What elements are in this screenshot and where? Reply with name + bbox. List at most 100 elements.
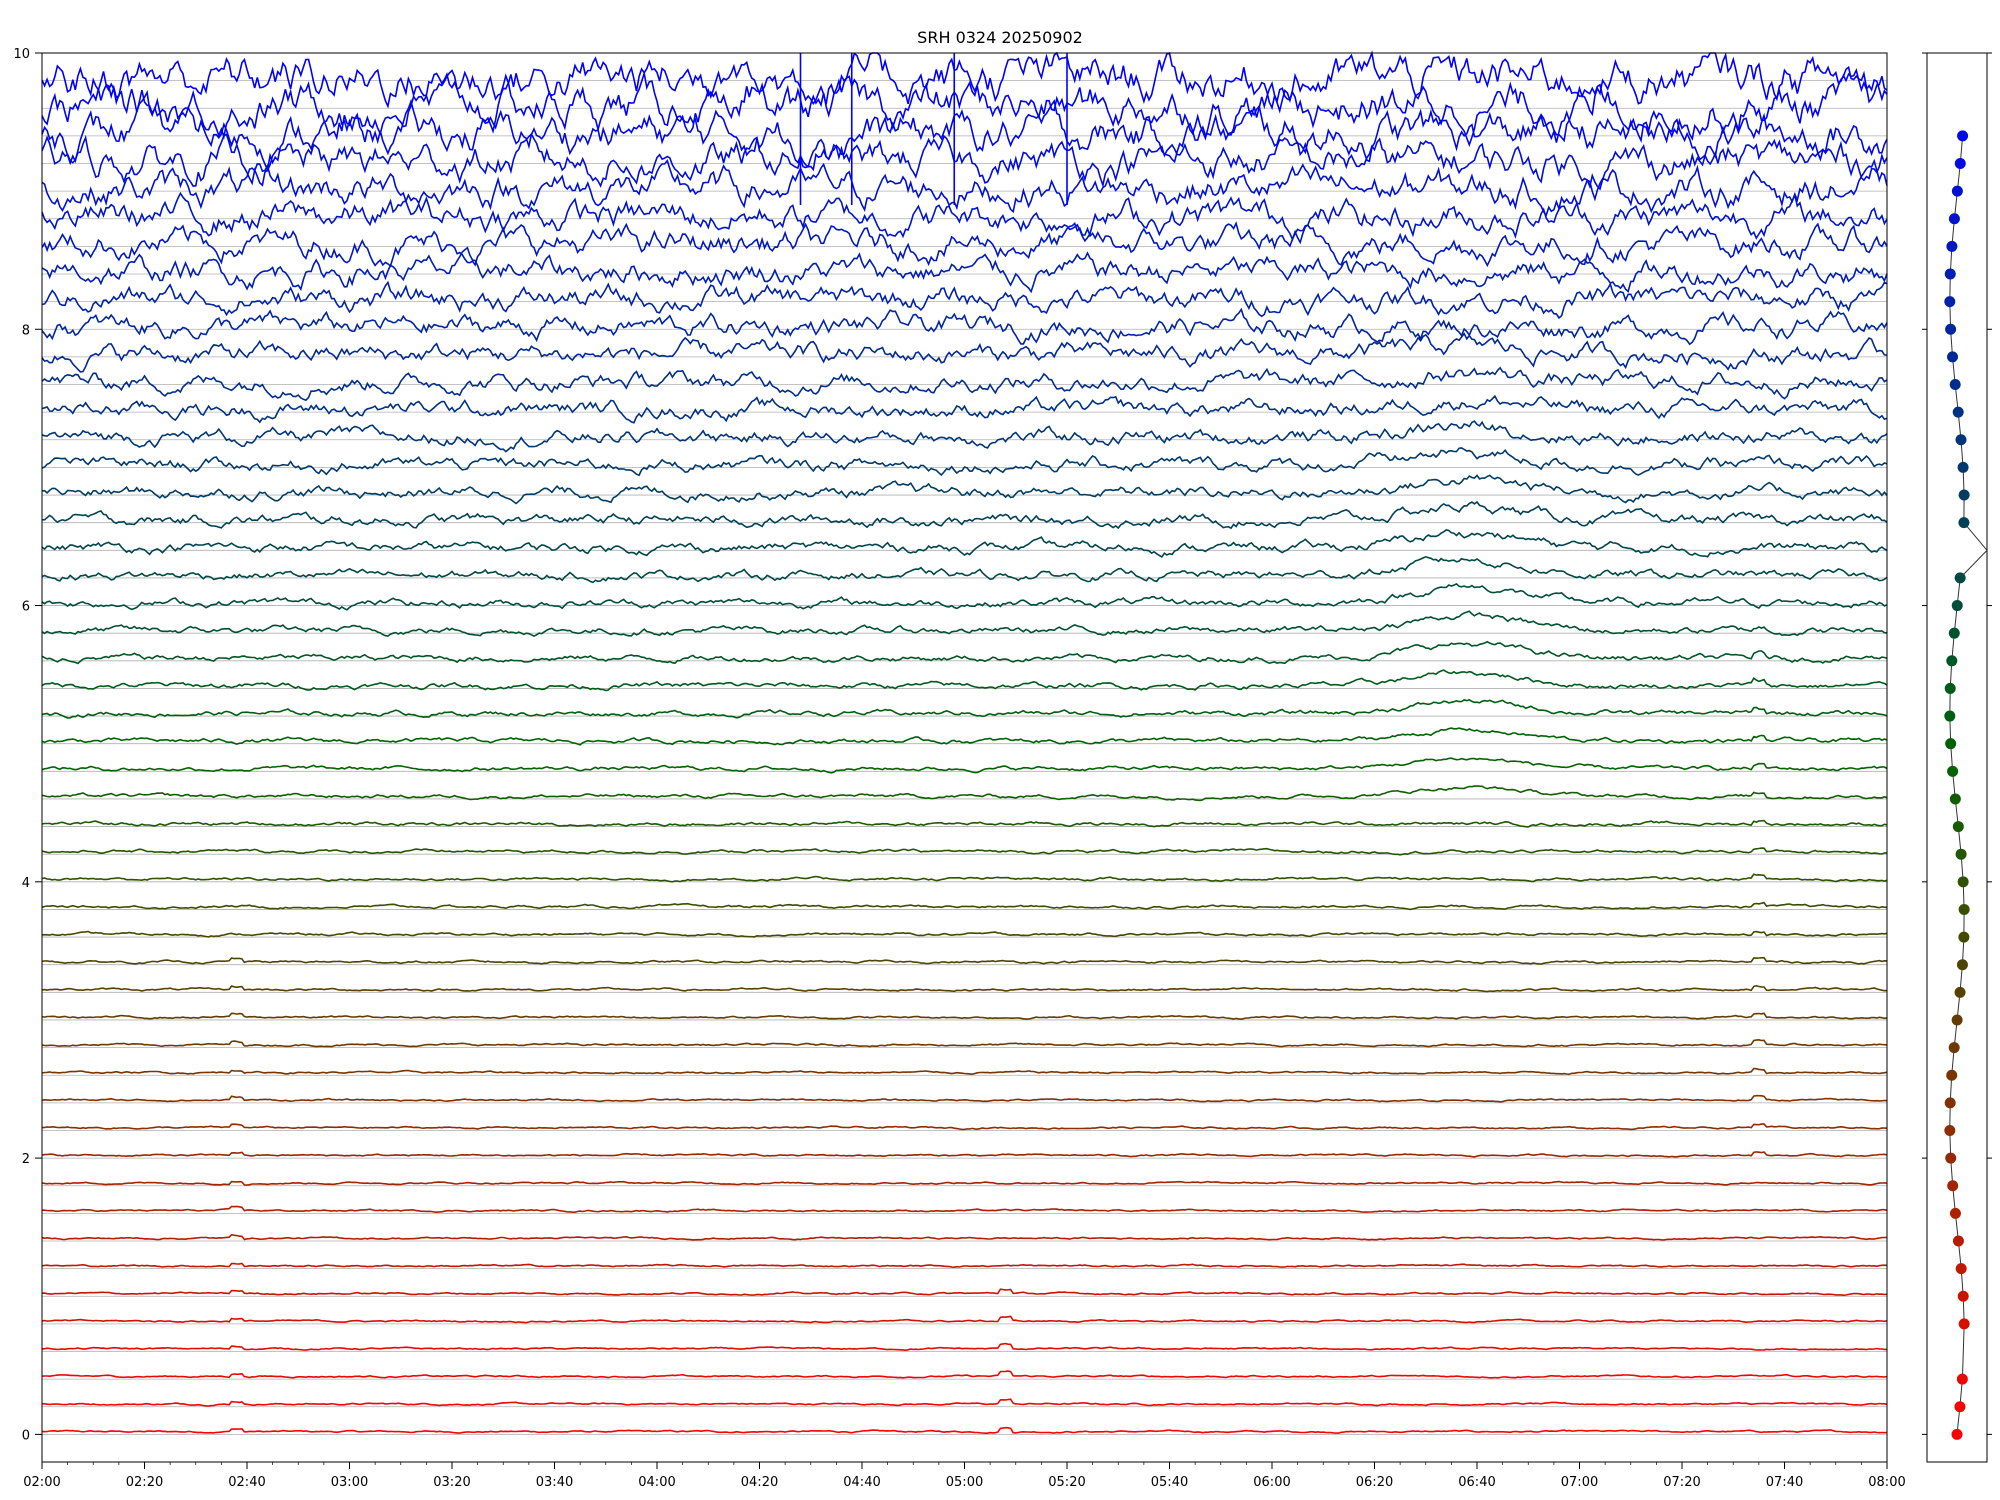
x-tick-label: 04:00 (638, 1475, 675, 1490)
side-point (1957, 461, 1969, 473)
trace (42, 1398, 1888, 1407)
trace (41, 280, 1888, 320)
trace (41, 191, 1888, 245)
side-point (1952, 821, 1964, 833)
chart-title: SRH 0324 20250902 (917, 28, 1083, 47)
x-tick-label: 06:40 (1458, 1475, 1495, 1490)
side-point (1946, 1069, 1958, 1081)
side-point (1951, 1428, 1963, 1440)
trace (41, 132, 1888, 191)
side-point (1949, 793, 1961, 805)
x-tick-label: 06:00 (1253, 1475, 1290, 1490)
side-point (1952, 406, 1964, 418)
trace (41, 873, 1888, 883)
side-point (1954, 158, 1966, 170)
trace (41, 1262, 1888, 1269)
x-tick-label: 07:00 (1561, 1475, 1598, 1490)
trace (41, 1315, 1888, 1324)
side-axes-frame (1926, 52, 1988, 1463)
trace (41, 819, 1888, 828)
side-point (1955, 1263, 1967, 1275)
y-tick-label: 4 (22, 876, 30, 891)
spikes (799, 53, 1068, 205)
trace (41, 1012, 1888, 1021)
trace (41, 60, 1888, 148)
side-plot (1922, 52, 1992, 1463)
trace (41, 1123, 1888, 1131)
trace (41, 785, 1888, 802)
trace (41, 221, 1888, 268)
y-tick-label: 0 (22, 1428, 30, 1443)
trace (41, 1233, 1888, 1241)
trace (41, 1288, 1888, 1297)
side-point (1949, 379, 1961, 391)
side-point (1948, 213, 1960, 225)
side-point (1954, 572, 1966, 584)
side-point (1951, 600, 1963, 612)
x-tick-label: 02:40 (228, 1475, 265, 1490)
side-point (1951, 1014, 1963, 1026)
side-point (1957, 130, 1969, 142)
trace (41, 158, 1888, 217)
x-tick-label: 05:20 (1048, 1475, 1085, 1490)
side-point (1946, 240, 1958, 252)
x-tick-label: 07:40 (1766, 1475, 1803, 1490)
trace (41, 332, 1888, 373)
side-point (1944, 268, 1956, 280)
trace (41, 1067, 1888, 1076)
traces (41, 50, 1888, 1434)
trace (41, 420, 1888, 453)
trace (41, 307, 1888, 346)
trace (41, 394, 1888, 424)
trace (41, 529, 1888, 558)
x-tick-label: 07:20 (1663, 1475, 1700, 1490)
side-point (1951, 185, 1963, 197)
x-axis: 02:00 02:20 02:40 03:00 03:20 03:40 04:00 04:20… (23, 1462, 1906, 1490)
y-tick-label: 6 (22, 600, 30, 615)
trace (41, 1180, 1888, 1186)
side-point (1956, 1373, 1968, 1385)
side-point (1944, 296, 1956, 308)
y-tick-label: 2 (22, 1152, 30, 1167)
side-point (1958, 1318, 1970, 1330)
trace (41, 901, 1888, 911)
side-point (1944, 710, 1956, 722)
side-point (1957, 876, 1969, 888)
y-tick-label: 10 (13, 47, 30, 62)
x-tick-label: 04:20 (741, 1475, 778, 1490)
side-point (1958, 489, 1970, 501)
side-point (1955, 434, 1967, 446)
gridlines (42, 80, 1887, 1435)
side-point (1945, 1152, 1957, 1164)
side-point (1947, 1180, 1959, 1192)
side-point (1958, 903, 1970, 915)
side-point (1948, 627, 1960, 639)
x-tick-label: 03:00 (331, 1475, 368, 1490)
trace (41, 757, 1888, 774)
trace (41, 640, 1888, 665)
trace (42, 1205, 1888, 1214)
trace (41, 447, 1888, 477)
trace (41, 555, 1888, 584)
side-point (1945, 738, 1957, 750)
trace (41, 698, 1888, 719)
x-tick-label: 03:40 (536, 1475, 573, 1490)
trace (41, 50, 1888, 120)
side-point (1944, 1097, 1956, 1109)
main-plot: 02:00 02:20 02:40 03:00 03:20 03:40 04:00 04:20… (13, 47, 1905, 1490)
trace (41, 1426, 1888, 1434)
side-point (1957, 1290, 1969, 1302)
trace (41, 669, 1888, 692)
trace (41, 1151, 1888, 1158)
x-tick-label: 04:40 (843, 1475, 880, 1490)
side-point (1948, 1042, 1960, 1054)
side-point (1955, 848, 1967, 860)
x-tick-label: 03:20 (433, 1475, 470, 1490)
trace (41, 474, 1888, 505)
trace (41, 930, 1888, 938)
side-point (1949, 1207, 1961, 1219)
side-point (1954, 986, 1966, 998)
trace (41, 1038, 1888, 1048)
trace (41, 956, 1888, 965)
